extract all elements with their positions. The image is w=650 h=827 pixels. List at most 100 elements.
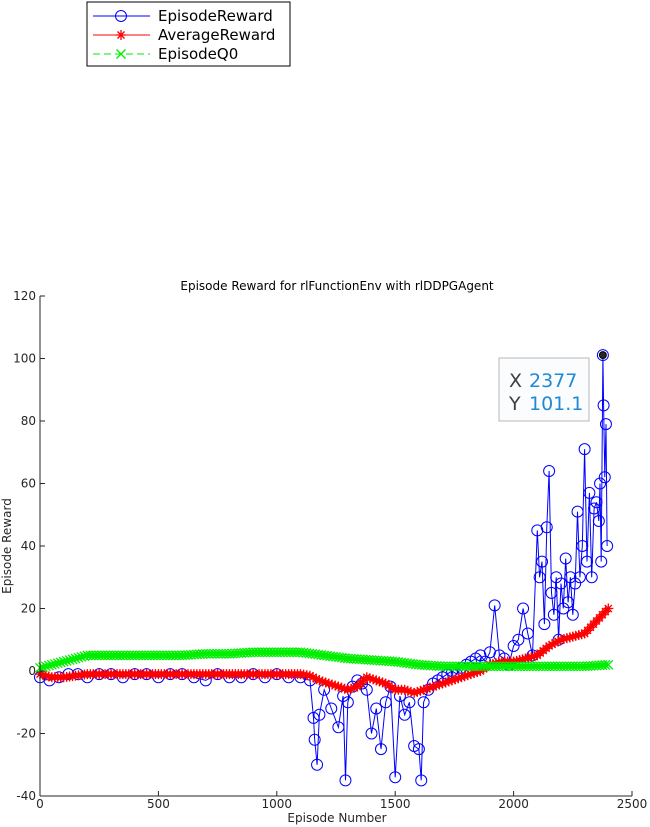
point-EpisodeReward-76 bbox=[533, 571, 546, 584]
point-EpisodeReward-89 bbox=[564, 571, 577, 584]
point-EpisodeReward-81 bbox=[545, 586, 558, 599]
fill-EpisodeQ0-2-2 bbox=[64, 655, 75, 666]
fill-AverageReward-24-2-d2 bbox=[407, 687, 415, 696]
point-EpisodeReward-71 bbox=[512, 633, 525, 646]
fill-AverageReward-15-1-d2 bbox=[318, 677, 327, 686]
fill-AverageReward-14-1-d2 bbox=[309, 673, 318, 682]
point-EpisodeReward-70 bbox=[507, 640, 520, 652]
point-EpisodeReward-96 bbox=[581, 555, 594, 568]
point-EpisodeReward-105 bbox=[597, 399, 610, 412]
series-EpisodeQ0 bbox=[35, 647, 614, 673]
fill-EpisodeQ0-1-3-b bbox=[55, 657, 66, 668]
fill-EpisodeQ0-26-7 bbox=[600, 659, 611, 670]
point-EpisodeQ0-1 bbox=[46, 659, 57, 670]
point-EpisodeReward-78 bbox=[538, 618, 551, 631]
y-tick-label: 40 bbox=[21, 539, 36, 553]
point-EpisodeReward-51 bbox=[417, 696, 430, 709]
fill-EpisodeQ0-1-3 bbox=[55, 657, 66, 668]
point-AverageReward-16-d2 bbox=[324, 679, 333, 688]
y-tick-label: 80 bbox=[21, 414, 36, 428]
point-EpisodeReward-47 bbox=[403, 696, 416, 709]
x-tick-label: 2000 bbox=[498, 797, 529, 811]
legend-marker-EpisodeReward bbox=[115, 10, 127, 22]
point-AverageReward-22-d2 bbox=[381, 679, 390, 688]
y-tick-label: 120 bbox=[13, 289, 36, 303]
legend-entry-EpisodeReward: EpisodeReward bbox=[93, 7, 273, 25]
point-EpisodeQ0-3 bbox=[70, 653, 81, 664]
fill-EpisodeQ0-3-2-b bbox=[76, 651, 87, 662]
x-tick-label: 2500 bbox=[617, 797, 648, 811]
point-EpisodeReward-91 bbox=[569, 577, 582, 590]
fill-EpisodeQ0-3-2 bbox=[76, 651, 87, 662]
point-EpisodeReward-101 bbox=[592, 515, 605, 527]
legend-marker-EpisodeQ0 bbox=[116, 49, 126, 59]
fill-EpisodeQ0-3-1-b bbox=[73, 652, 84, 663]
point-AverageReward-20-d2 bbox=[362, 673, 371, 682]
x-axis-label: Episode Number bbox=[287, 811, 386, 825]
series-markers-AverageReward bbox=[35, 603, 614, 698]
point-EpisodeReward-106 bbox=[598, 471, 611, 484]
y-tick-label: -40 bbox=[16, 789, 36, 803]
y-tick-label: -20 bbox=[16, 727, 36, 741]
datatip-x-label: X bbox=[509, 370, 522, 392]
legend-label-EpisodeQ0: EpisodeQ0 bbox=[158, 45, 238, 63]
point-AverageReward-15-d2 bbox=[315, 676, 324, 685]
point-EpisodeQ0-3-b bbox=[70, 653, 81, 664]
point-EpisodeReward-49 bbox=[412, 743, 425, 756]
point-EpisodeReward-93 bbox=[573, 571, 586, 584]
point-EpisodeReward-40 bbox=[370, 702, 383, 715]
series-EpisodeReward bbox=[34, 349, 614, 787]
fill-AverageReward-21-1-d2 bbox=[375, 677, 384, 686]
datatip[interactable]: X 2377 Y 101.1 bbox=[498, 351, 607, 422]
y-tick-label: 100 bbox=[13, 352, 36, 366]
fill-EpisodeQ0-0-3 bbox=[43, 660, 54, 671]
fill-EpisodeQ0-0-3-b bbox=[43, 660, 54, 671]
fill-EpisodeQ0-1-1-b bbox=[49, 659, 60, 669]
datatip-y-value: 101.1 bbox=[529, 393, 583, 415]
fill-AverageReward-20-2-d2 bbox=[369, 675, 378, 684]
y-tick-label: 60 bbox=[21, 477, 36, 491]
y-tick-label: 20 bbox=[21, 602, 36, 616]
point-AverageReward-17-d2 bbox=[334, 682, 343, 691]
point-EpisodeReward-27 bbox=[311, 758, 324, 771]
point-EpisodeReward-79 bbox=[540, 521, 553, 534]
point-EpisodeReward-83 bbox=[550, 571, 563, 584]
axes-layer: 0 500 1000 1500 2000 2500 -40 -20 0 20 40 60 80 100 12… bbox=[13, 289, 647, 811]
point-EpisodeQ0-2 bbox=[58, 656, 69, 667]
point-EpisodeReward-73 bbox=[521, 627, 534, 640]
fill-AverageReward-14-2-d2 bbox=[312, 674, 321, 683]
x-tick-label: 0 bbox=[36, 797, 44, 811]
fill-EpisodeQ0-2-1 bbox=[61, 655, 72, 666]
datatip-point bbox=[598, 351, 607, 360]
legend-marker-AverageReward bbox=[116, 30, 126, 40]
y-axis-label: Episode Reward bbox=[0, 498, 14, 594]
point-EpisodeReward-99 bbox=[588, 502, 601, 515]
point-EpisodeReward-88 bbox=[562, 596, 575, 609]
legend-label-AverageReward: AverageReward bbox=[158, 26, 275, 44]
point-EpisodeReward-30 bbox=[325, 702, 338, 715]
x-tick-label: 500 bbox=[147, 797, 170, 811]
point-EpisodeReward-44 bbox=[389, 771, 402, 784]
point-EpisodeReward-66 bbox=[488, 599, 501, 612]
fill-AverageReward-22-1-d2 bbox=[384, 681, 393, 690]
fill-EpisodeQ0-1-2 bbox=[52, 658, 63, 669]
point-EpisodeReward-42 bbox=[379, 696, 392, 709]
point-EpisodeReward-108 bbox=[601, 540, 614, 552]
point-EpisodeReward-107 bbox=[599, 418, 612, 431]
point-EpisodeReward-97 bbox=[583, 486, 596, 499]
fill-AverageReward-15-2-d2 bbox=[321, 678, 330, 687]
point-EpisodeReward-46 bbox=[398, 708, 411, 721]
point-EpisodeReward-85 bbox=[554, 577, 567, 590]
x-tick-label: 1000 bbox=[262, 797, 293, 811]
series-markers-EpisodeQ0 bbox=[35, 647, 614, 673]
legend-marker-AverageReward-d2 bbox=[117, 31, 125, 39]
point-EpisodeQ0-1-b bbox=[46, 659, 57, 670]
point-EpisodeReward-82 bbox=[547, 608, 560, 621]
fill-AverageReward-22-2-d2 bbox=[388, 683, 397, 692]
fill-AverageReward-21-2-d2 bbox=[378, 678, 387, 687]
point-EpisodeReward-31 bbox=[332, 721, 345, 734]
point-EpisodeReward-33 bbox=[339, 774, 352, 787]
point-AverageReward-43 bbox=[603, 603, 614, 614]
fill-AverageReward-20-1-d2 bbox=[365, 674, 374, 683]
